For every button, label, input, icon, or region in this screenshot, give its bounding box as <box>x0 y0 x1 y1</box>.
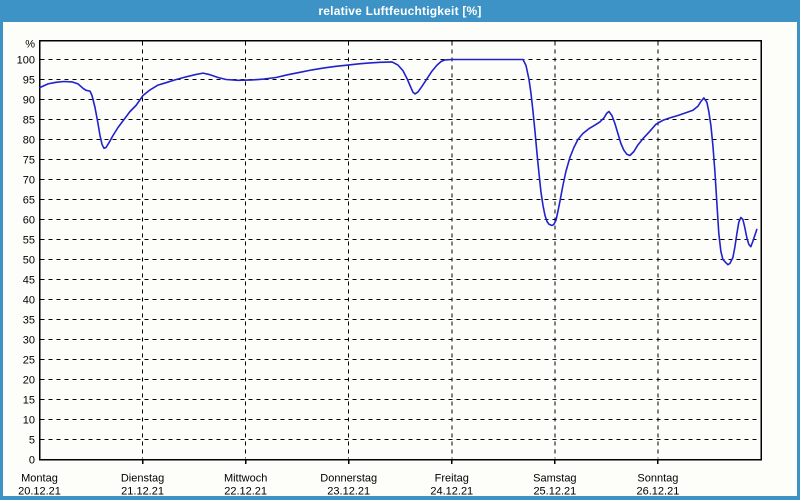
y-tick-label-90: 90 <box>23 95 35 107</box>
y-axis-unit-label: % <box>25 39 35 51</box>
y-tick-label-95: 95 <box>23 75 35 87</box>
y-tick-label-45: 45 <box>23 275 35 287</box>
y-tick-label-30: 30 <box>23 335 35 347</box>
x-day-date-4: 24.12.21 <box>430 486 473 498</box>
window-titlebar: relative Luftfeuchtigkeit [%] <box>0 0 800 22</box>
series-line-0 <box>39 58 758 266</box>
x-day-name-4: Freitag <box>435 473 469 485</box>
y-tick-label-20: 20 <box>23 375 35 387</box>
y-tick-label-5: 5 <box>29 435 35 447</box>
x-day-name-2: Mittwoch <box>224 473 267 485</box>
y-tick-label-10: 10 <box>23 415 35 427</box>
x-day-name-6: Sonntag <box>637 473 678 485</box>
y-tick-label-60: 60 <box>23 215 35 227</box>
window-title: relative Luftfeuchtigkeit [%] <box>318 4 482 18</box>
x-day-name-3: Donnerstag <box>320 473 377 485</box>
x-day-date-2: 22.12.21 <box>224 486 267 498</box>
y-tick-label-65: 65 <box>23 195 35 207</box>
plot-frame <box>38 39 762 461</box>
y-tick-label-35: 35 <box>23 315 35 327</box>
x-day-date-1: 21.12.21 <box>121 486 164 498</box>
x-day-date-0: 20.12.21 <box>18 486 61 498</box>
y-tick-label-0: 0 <box>29 455 35 467</box>
y-tick-label-25: 25 <box>23 355 35 367</box>
y-tick-label-100: 100 <box>17 55 35 67</box>
y-tick-label-50: 50 <box>23 255 35 267</box>
x-day-date-5: 25.12.21 <box>533 486 576 498</box>
y-tick-label-85: 85 <box>23 115 35 127</box>
y-tick-label-80: 80 <box>23 135 35 147</box>
x-day-name-1: Dienstag <box>121 473 164 485</box>
x-day-date-6: 26.12.21 <box>637 486 680 498</box>
y-tick-label-40: 40 <box>23 295 35 307</box>
y-tick-label-15: 15 <box>23 395 35 407</box>
y-tick-label-75: 75 <box>23 155 35 167</box>
y-tick-label-55: 55 <box>23 235 35 247</box>
x-day-name-5: Samstag <box>533 473 576 485</box>
y-tick-label-70: 70 <box>23 175 35 187</box>
x-day-date-3: 23.12.21 <box>327 486 370 498</box>
x-day-name-0: Montag <box>21 473 58 485</box>
